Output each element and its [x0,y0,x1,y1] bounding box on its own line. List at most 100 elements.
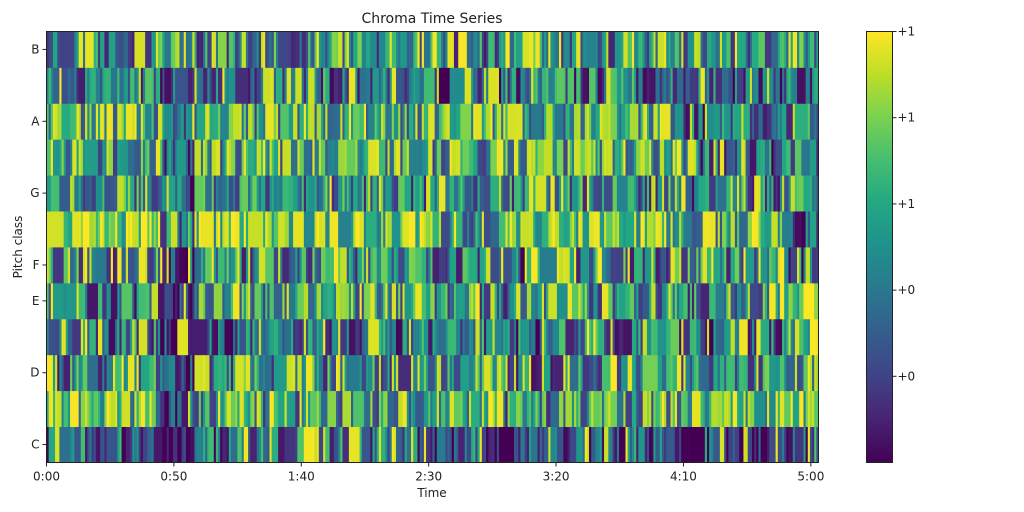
heatmap-cell [168,318,172,356]
heatmap-cell [190,139,193,176]
heatmap-cell [254,31,258,68]
heatmap-cell [537,247,541,284]
heatmap-cell [147,211,150,248]
heatmap-cell [661,211,665,248]
heatmap-cell [421,247,425,284]
heatmap-cell [97,103,101,140]
heatmap-cell [372,67,375,104]
heatmap-cell [190,103,193,140]
heatmap-cell [715,390,719,427]
heatmap-cell [235,31,238,68]
heatmap-cell [561,390,564,427]
heatmap-cell [74,175,77,212]
heatmap-cell [333,282,337,320]
heatmap-cell [108,247,112,284]
heatmap-cell [284,282,288,320]
heatmap-cell [46,426,50,463]
heatmap-cell [158,139,161,176]
heatmap-cell [342,67,345,104]
heatmap-cell [445,354,448,392]
heatmap-cell [417,175,421,212]
heatmap-cell [421,175,425,212]
heatmap-cell [85,354,88,392]
heatmap-cell [177,354,180,392]
heatmap-cell [576,247,579,284]
heatmap-cell [170,318,174,356]
heatmap-cell [170,390,174,427]
heatmap-cell [556,354,560,392]
heatmap-cell [297,139,300,176]
heatmap-cell [181,211,185,248]
heatmap-cell [805,175,809,212]
heatmap-cell [505,354,508,392]
heatmap-cell [548,390,551,427]
heatmap-cell [488,103,491,140]
heatmap-cell [331,211,335,248]
heatmap-cell [125,247,129,284]
heatmap-cell [597,282,601,320]
heatmap-cell [346,67,350,104]
heatmap-cell [370,139,373,176]
heatmap-cell [400,175,403,212]
heatmap-cell [117,426,120,463]
heatmap-cell [498,103,502,140]
heatmap-cell [728,175,731,212]
heatmap-cell [275,390,279,427]
heatmap-cell [737,390,740,427]
heatmap-cell [509,67,513,104]
heatmap-cell [799,282,802,320]
heatmap-cell [779,139,783,176]
heatmap-cell [252,67,255,104]
heatmap-cell [616,139,620,176]
heatmap-cell [404,354,408,392]
heatmap-cell [458,247,461,284]
heatmap-cell [638,211,641,248]
heatmap-cell [539,390,543,427]
heatmap-cell [222,67,225,104]
heatmap-cell [507,318,511,356]
heatmap-cell [634,139,637,176]
heatmap-cell [245,318,249,356]
heatmap-cell [595,426,599,463]
heatmap-cell [389,67,393,104]
heatmap-cell [430,354,433,392]
heatmap-cell [175,103,178,140]
heatmap-cell [533,175,536,212]
heatmap-cell [436,426,440,463]
heatmap-cell [670,139,674,176]
heatmap-cell [413,247,416,284]
heatmap-cell [606,211,609,248]
heatmap-cell [511,31,515,68]
heatmap-cell [758,139,761,176]
heatmap-cell [734,247,738,284]
heatmap-cell [567,426,571,463]
heatmap-cell [106,211,110,248]
heatmap-cell [241,354,245,392]
heatmap-cell [130,103,133,140]
heatmap-cell [734,426,738,463]
heatmap-cell [554,67,558,104]
heatmap-cell [634,211,637,248]
heatmap-cell [441,175,444,212]
heatmap-cell [310,31,313,68]
heatmap-cell [95,31,99,68]
heatmap-cell [175,247,178,284]
heatmap-cell [143,354,146,392]
heatmap-cell [456,282,459,320]
heatmap-cell [393,247,397,284]
heatmap-cell [140,318,144,356]
heatmap-cell [297,390,300,427]
heatmap-cell [790,318,794,356]
heatmap-cell [121,247,125,284]
heatmap-cell [245,67,249,104]
heatmap-cell [303,211,307,248]
heatmap-cell [325,67,328,104]
heatmap-cell [460,390,463,427]
heatmap-cell [443,282,446,320]
heatmap-cell [764,103,768,140]
heatmap-cell [649,175,652,212]
heatmap-cell [48,426,52,463]
heatmap-cell [378,247,382,284]
heatmap-cell [145,318,148,356]
heatmap-cell [554,354,558,392]
